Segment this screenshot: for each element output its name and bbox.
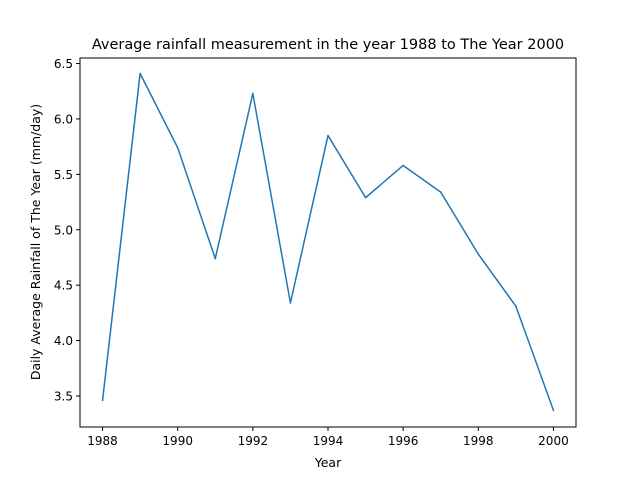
data-point-1993 bbox=[289, 302, 292, 304]
data-point-2000 bbox=[552, 409, 555, 412]
y-tick-label-5.5: 5.5 bbox=[54, 168, 73, 182]
data-point-1997 bbox=[439, 191, 442, 193]
y-tick-label-6.0: 6.0 bbox=[54, 112, 73, 126]
y-axis-ticks: 3.5 4.0 4.5 5.0 5.5 6.0 6.5 bbox=[54, 57, 80, 403]
data-point-1990 bbox=[176, 146, 179, 149]
y-tick-label-5.0: 5.0 bbox=[54, 223, 73, 237]
data-point-1995 bbox=[364, 196, 367, 199]
x-axis-label: Year bbox=[314, 455, 342, 470]
data-point-1991 bbox=[214, 257, 217, 260]
y-tick-label-3.5: 3.5 bbox=[54, 389, 73, 403]
y-tick-label-4.0: 4.0 bbox=[54, 334, 73, 348]
x-tick-label-1988: 1988 bbox=[87, 434, 118, 448]
x-tick-label-1994: 1994 bbox=[313, 434, 344, 448]
x-tick-label-1998: 1998 bbox=[463, 434, 494, 448]
y-tick-label-4.5: 4.5 bbox=[54, 279, 73, 293]
x-tick-label-2000: 2000 bbox=[538, 434, 569, 448]
x-tick-label-1996: 1996 bbox=[388, 434, 419, 448]
data-point-1996 bbox=[402, 164, 404, 167]
data-point-1999 bbox=[515, 305, 517, 308]
x-tick-label-1990: 1990 bbox=[162, 434, 193, 448]
data-point-1998 bbox=[477, 253, 480, 255]
data-point-1989 bbox=[139, 72, 141, 75]
data-point-1992 bbox=[252, 92, 254, 95]
y-tick-label-6.5: 6.5 bbox=[54, 57, 73, 71]
y-axis-label: Daily Average Rainfall of The Year (mm/d… bbox=[28, 104, 43, 380]
plot-marks bbox=[101, 72, 555, 412]
x-tick-label-1992: 1992 bbox=[238, 434, 269, 448]
chart-title: Average rainfall measurement in the year… bbox=[92, 37, 564, 53]
data-point-1994 bbox=[327, 134, 329, 137]
data-point-1988 bbox=[101, 399, 104, 402]
x-axis-ticks: 1988 1990 1992 1994 1996 1998 2000 bbox=[87, 427, 569, 448]
